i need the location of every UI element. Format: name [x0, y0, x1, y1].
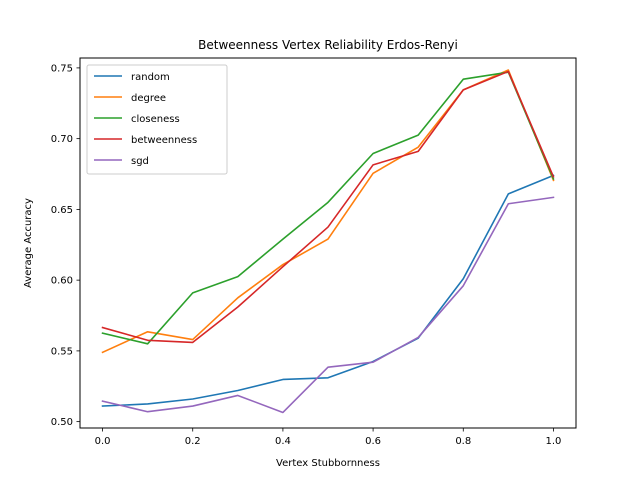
y-axis-label: Average Accuracy [23, 198, 34, 288]
plot-area [79, 57, 577, 429]
x-tick-label: 0.6 [365, 436, 381, 447]
series-line-random [101, 174, 555, 407]
chart-title: Betweenness Vertex Reliability Erdos-Ren… [198, 38, 458, 52]
legend-label-random: random [131, 72, 170, 83]
x-tick-label: 0.8 [455, 436, 471, 447]
y-tick-label: 0.70 [51, 134, 73, 145]
legend-label-closeness: closeness [131, 114, 180, 125]
x-tick-label: 0.4 [275, 436, 291, 447]
y-tick-label: 0.60 [51, 276, 73, 287]
y-tick-label: 0.75 [51, 63, 73, 74]
x-tick-label: 1.0 [546, 436, 562, 447]
y-tick-label: 0.55 [51, 346, 73, 357]
series-layer [101, 69, 555, 414]
axes-frame [79, 57, 577, 429]
legend-label-degree: degree [131, 93, 166, 104]
legend-label-sgd: sgd [131, 156, 149, 167]
legend-label-betweenness: betweenness [131, 135, 197, 146]
series-line-closeness [101, 71, 555, 345]
series-line-betweenness [101, 70, 555, 344]
series-line-sgd [101, 196, 555, 414]
x-axis-label: Vertex Stubbornness [276, 458, 380, 469]
x-tick-label: 0.0 [95, 436, 111, 447]
legend: random degree closeness betweenness sgd [86, 64, 228, 175]
x-tick-label: 0.2 [185, 436, 201, 447]
legend-box [86, 64, 228, 175]
y-tick-label: 0.50 [51, 417, 73, 428]
x-axis: 0.0 0.2 0.4 0.6 0.8 1.0 [95, 428, 562, 447]
y-axis: 0.50 0.55 0.60 0.65 0.70 0.75 [51, 63, 80, 428]
y-tick-label: 0.65 [51, 205, 73, 216]
